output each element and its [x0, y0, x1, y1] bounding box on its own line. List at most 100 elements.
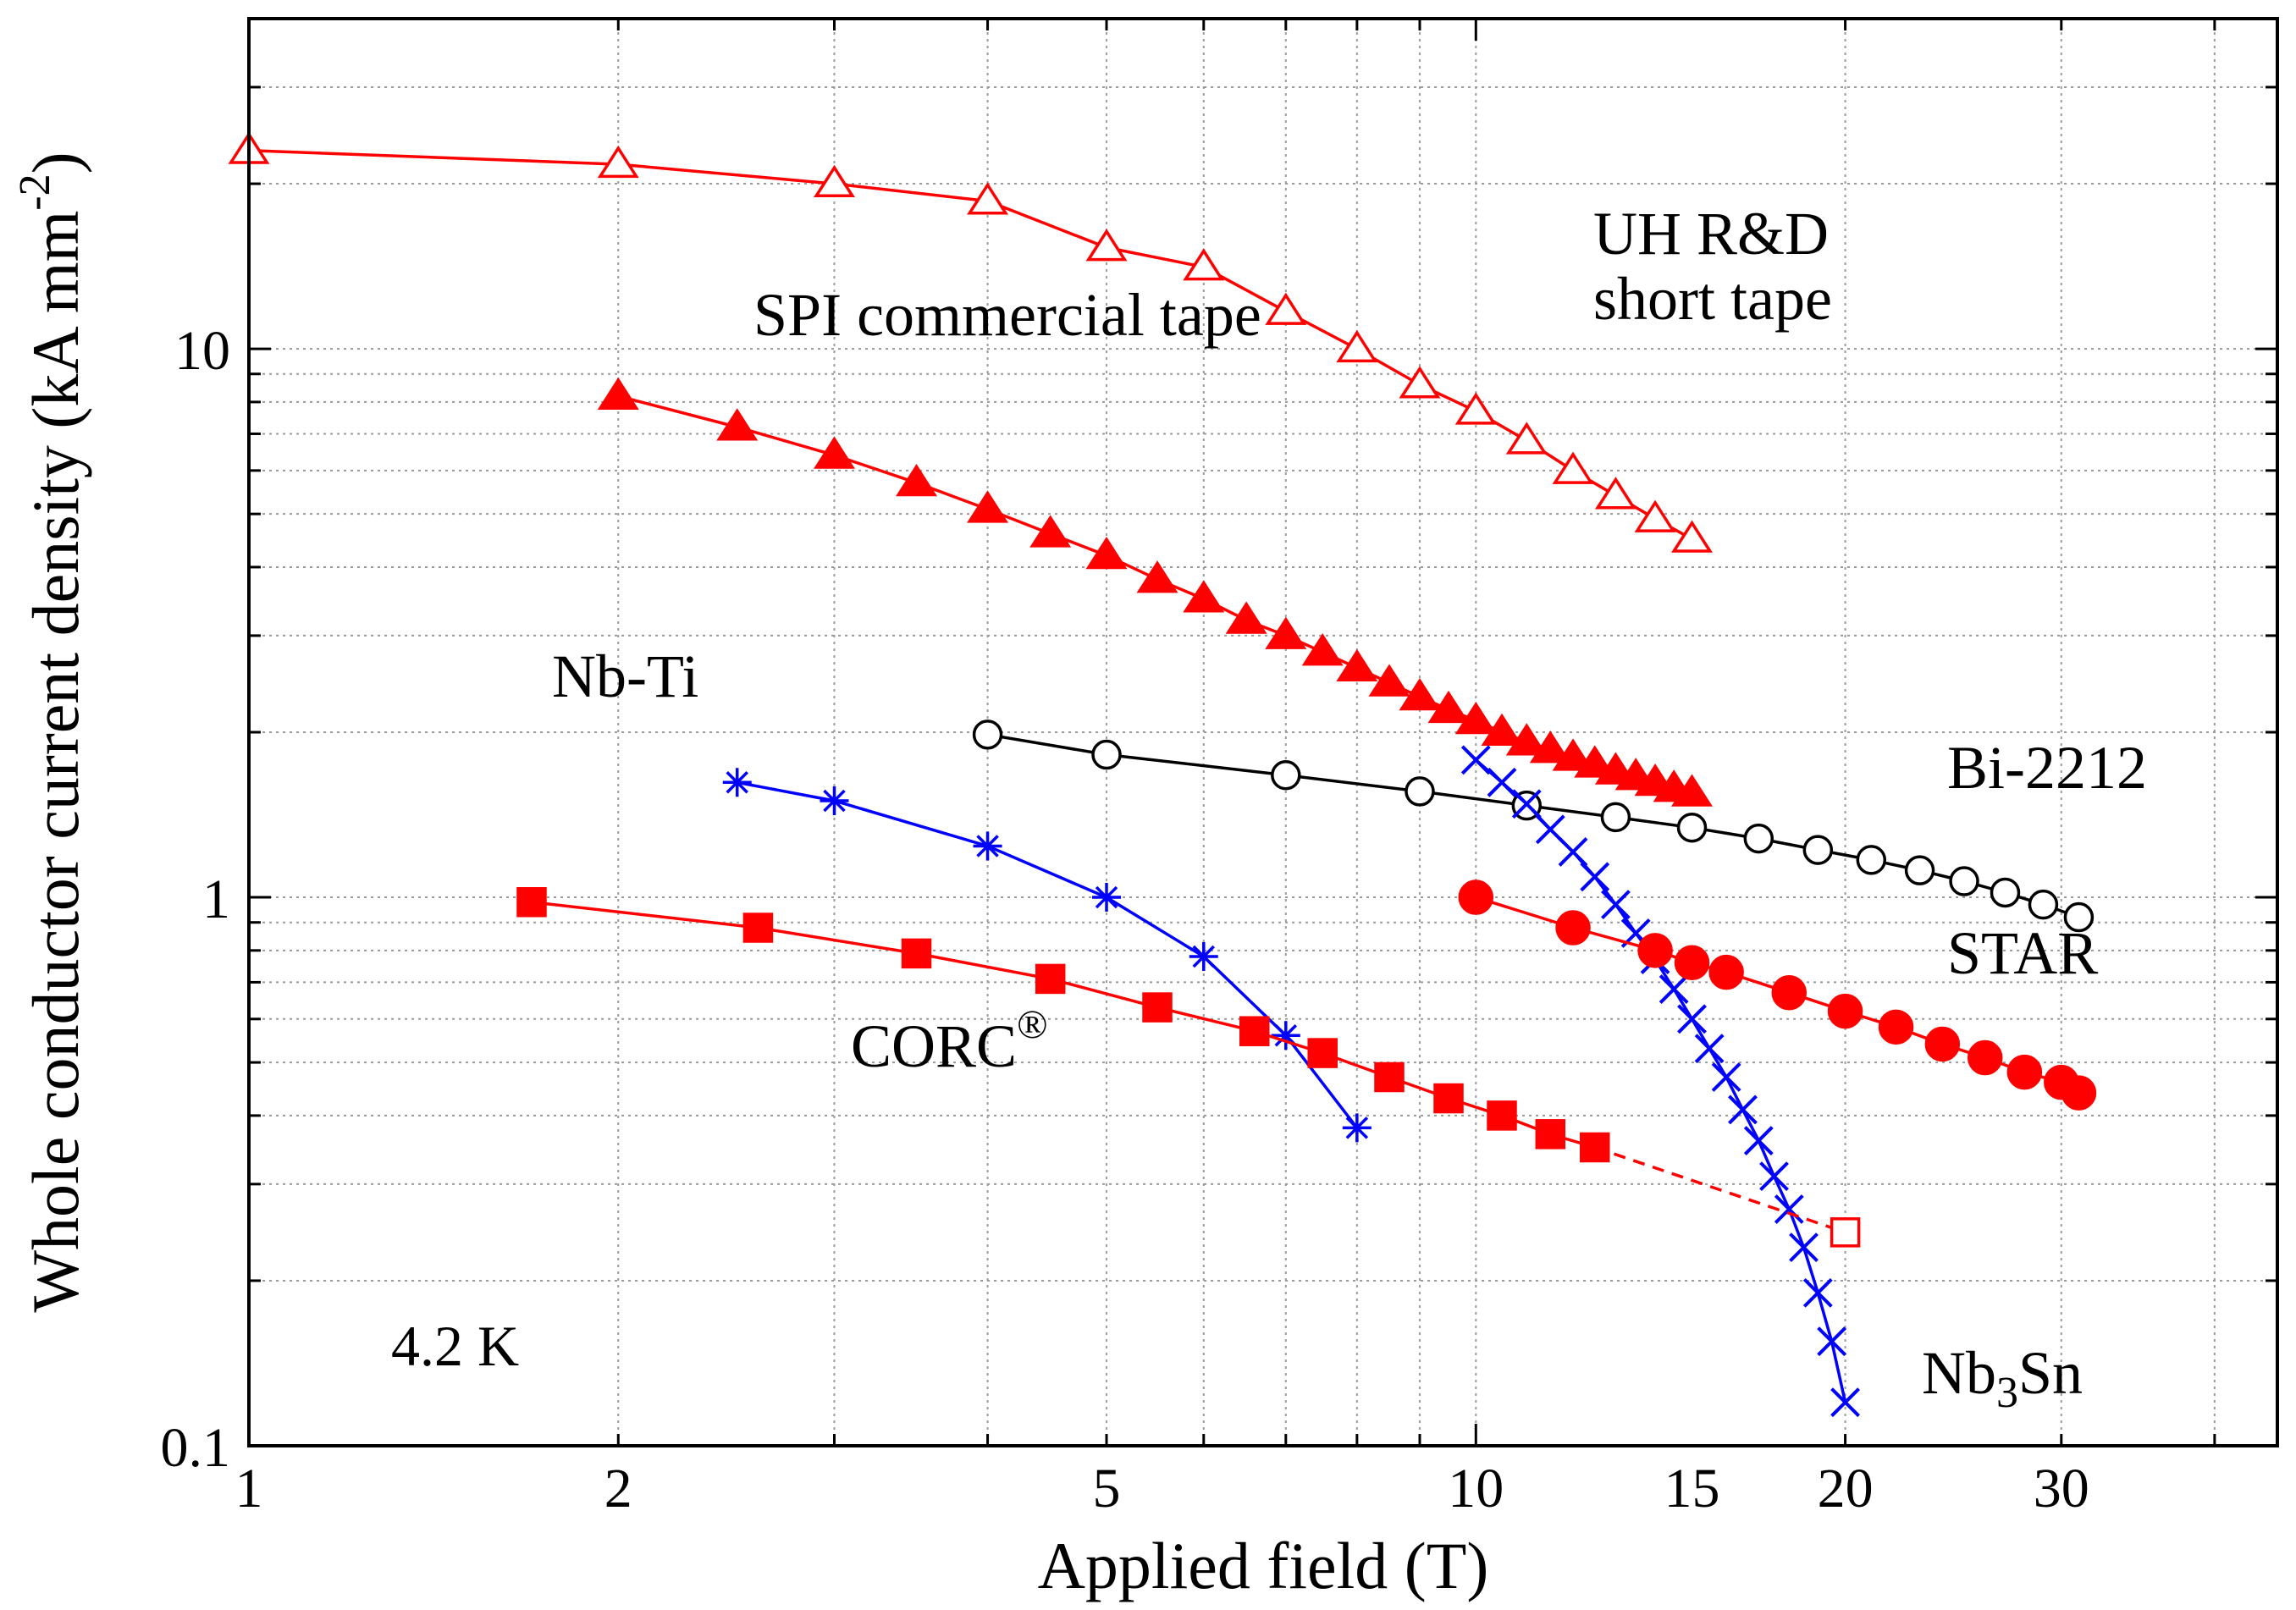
data-point [1637, 933, 1673, 968]
data-point [1694, 1034, 1725, 1064]
x-tick-label: 10 [1448, 1458, 1504, 1519]
data-point [1711, 1062, 1741, 1092]
data-point [1743, 823, 1774, 854]
data-point [1601, 890, 1631, 920]
data-point [1671, 774, 1713, 807]
data-point [1271, 1021, 1300, 1050]
data-point [814, 164, 855, 198]
data-point [1454, 392, 1497, 425]
data-point [1990, 877, 2021, 908]
uh-label-line2: short tape [1593, 265, 1832, 333]
data-point [901, 938, 932, 969]
data-point [1924, 1026, 1961, 1062]
data-point [1677, 1004, 1707, 1034]
data-point [1458, 879, 1494, 915]
data-point [1085, 229, 1128, 262]
y-tick-label: 1 [202, 868, 230, 930]
data-point [1558, 836, 1588, 867]
y-axis-label-text: Whole conductor current density (kA mm [19, 211, 92, 1313]
series [1460, 745, 1860, 1418]
data-point [814, 436, 855, 469]
data-point [1580, 1132, 1610, 1163]
data-point [1856, 845, 1887, 875]
data-point [1634, 499, 1676, 532]
data-point [1142, 992, 1173, 1023]
data-point [1239, 1016, 1270, 1046]
corc-label: CORC® [851, 1002, 1048, 1080]
star-label: STAR [1947, 919, 2098, 987]
data-point [742, 913, 774, 943]
data-point [1481, 713, 1523, 746]
series [516, 886, 1610, 1163]
nb3sn-label-sub: 3 [1996, 1369, 2018, 1417]
data-point [1136, 560, 1178, 593]
data-point [1830, 1387, 1860, 1418]
data-point [2061, 1075, 2097, 1111]
data-point [1460, 745, 1491, 775]
y-axis-label: Whole conductor current density (kA mm-2… [11, 152, 92, 1312]
data-point [1789, 1232, 1819, 1263]
data-point [1487, 1100, 1517, 1131]
data-point [1580, 862, 1610, 892]
y-tick-label: 0.1 [161, 1417, 231, 1479]
temperature-label: 4.2 K [391, 1314, 519, 1378]
data-point [1674, 945, 1710, 981]
uh-label-line1: UH R&D [1593, 200, 1829, 267]
corc-label-text: CORC [851, 1012, 1017, 1080]
x-tick-label: 1 [235, 1458, 263, 1519]
data-point [1827, 993, 1863, 1029]
spi-label: SPI commercial tape [753, 281, 1261, 349]
data-point [1183, 248, 1225, 281]
series [1458, 879, 2097, 1111]
data-point [1949, 866, 1979, 896]
x-axis-label: Applied field (T) [1038, 1529, 1489, 1602]
data-point [1759, 1161, 1789, 1192]
x-tick-label: 5 [1093, 1458, 1121, 1519]
data-point [1399, 677, 1441, 711]
data-point [1271, 759, 1301, 791]
data-point [1802, 835, 1834, 865]
x-tick-label: 30 [2034, 1458, 2089, 1519]
data-point [1529, 731, 1571, 764]
data-point [1433, 1083, 1464, 1114]
data-point [1225, 601, 1267, 634]
data-point [1265, 292, 1307, 325]
data-point [1728, 1094, 1758, 1125]
data-point [1336, 648, 1378, 682]
data-point [1878, 1009, 1914, 1045]
data-point [1427, 690, 1470, 724]
y-axis-label-exponent: -2 [11, 174, 59, 210]
data-point [516, 886, 547, 918]
series [972, 720, 2095, 933]
series [597, 377, 1713, 807]
data-point [2028, 889, 2059, 920]
bi2212-label: Bi-2212 [1947, 734, 2147, 802]
series [228, 131, 1713, 553]
data-point [1830, 1217, 1861, 1248]
data-point [1511, 789, 1542, 819]
series-line [1475, 758, 1847, 1403]
series [722, 768, 1372, 1143]
data-point [1342, 1113, 1372, 1143]
nb3sn-label: Nb3Sn [1922, 1339, 2083, 1417]
x-tick-label: 2 [604, 1458, 632, 1519]
series-layer [228, 131, 2097, 1418]
data-point [1183, 580, 1225, 613]
data-point [597, 377, 639, 410]
data-point [1336, 329, 1378, 363]
data-point [1487, 767, 1517, 797]
data-point [1771, 974, 1808, 1011]
data-point [967, 490, 1009, 523]
data-point [1535, 1119, 1566, 1150]
data-point [1594, 477, 1636, 510]
data-point [1671, 520, 1713, 553]
data-point [1552, 451, 1594, 484]
data-point [972, 720, 1003, 750]
data-point [1535, 814, 1565, 845]
data-point [1574, 745, 1616, 778]
data-point [1035, 963, 1066, 995]
data-point [2006, 1054, 2043, 1090]
nb3sn-label-b: Sn [2018, 1339, 2083, 1407]
data-point [820, 786, 849, 815]
data-point [1904, 855, 1935, 885]
